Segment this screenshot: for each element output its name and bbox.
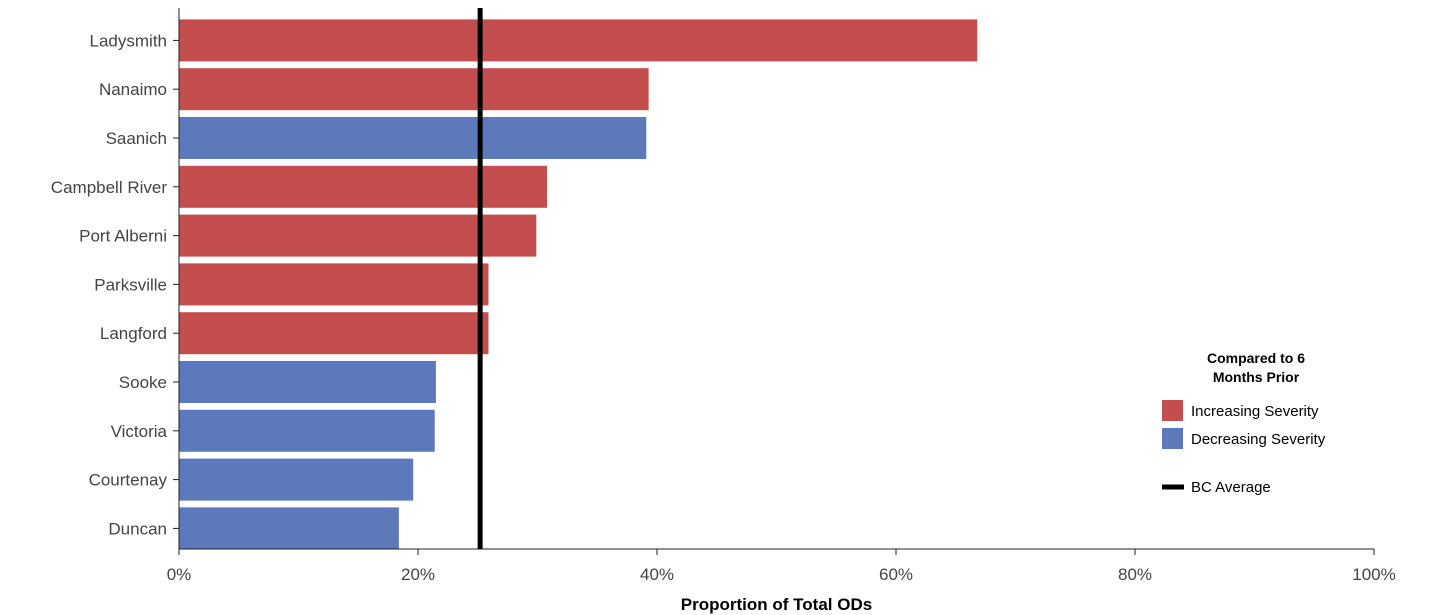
x-tick-label-20: 20% [401, 565, 435, 584]
bar-campbell-river [179, 165, 548, 208]
category-label-parksville: Parksville [94, 275, 167, 294]
bar-duncan [179, 507, 399, 550]
legend-label-bc-average: BC Average [1191, 479, 1271, 496]
category-label-courtenay: Courtenay [89, 471, 168, 490]
x-tick-label-0: 0% [167, 565, 192, 584]
legend-swatch-increasing [1162, 400, 1183, 421]
bar-port-alberni [179, 214, 537, 257]
legend-title-line-2: Months Prior [1213, 369, 1300, 385]
x-axis-title: Proportion of Total ODs [681, 595, 872, 614]
x-axis-ticks: 0% 20% 40% 60% 80% 100% [167, 549, 1396, 584]
category-label-sooke: Sooke [119, 373, 167, 392]
legend: Compared to 6 Months Prior Increasing Se… [1162, 350, 1326, 496]
legend-label-increasing: Increasing Severity [1191, 403, 1319, 420]
legend-label-decreasing: Decreasing Severity [1191, 431, 1326, 448]
category-label-duncan: Duncan [108, 519, 167, 538]
category-label-campbell-river: Campbell River [51, 178, 168, 197]
category-label-langford: Langford [100, 324, 167, 343]
x-tick-label-40: 40% [640, 565, 674, 584]
category-labels: Ladysmith Nanaimo Saanich Campbell River Por… [51, 31, 179, 538]
category-label-victoria: Victoria [111, 422, 168, 441]
x-tick-label-60: 60% [879, 565, 913, 584]
bar-saanich [179, 117, 647, 159]
bar-sooke [179, 361, 436, 403]
bar-nanaimo [179, 68, 649, 111]
bars-group [179, 19, 978, 550]
bar-courtenay [179, 458, 414, 501]
bar-victoria [179, 409, 435, 452]
category-label-ladysmith: Ladysmith [90, 31, 167, 50]
x-tick-label-80: 80% [1118, 565, 1152, 584]
category-label-port-alberni: Port Alberni [79, 227, 167, 246]
bar-ladysmith [179, 19, 978, 62]
category-label-nanaimo: Nanaimo [99, 80, 167, 99]
legend-swatch-decreasing [1162, 428, 1183, 449]
legend-title-line-1: Compared to 6 [1207, 350, 1305, 366]
bar-parksville [179, 263, 489, 306]
category-label-saanich: Saanich [106, 129, 167, 148]
bar-langford [179, 312, 489, 355]
x-tick-label-100: 100% [1352, 565, 1395, 584]
